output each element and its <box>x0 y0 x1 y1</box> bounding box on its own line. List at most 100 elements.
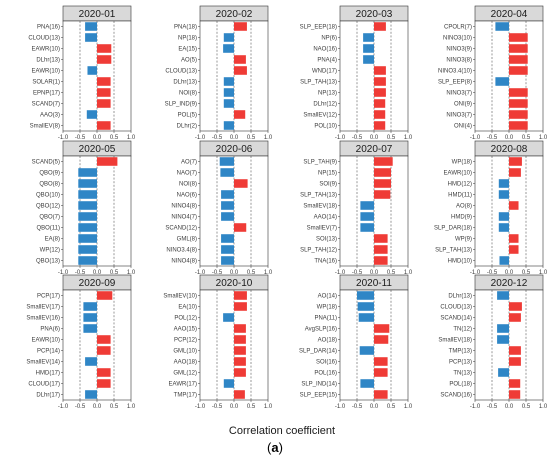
x-tick-label: 0.5 <box>110 270 119 276</box>
category-label: ONI(4) <box>454 124 472 130</box>
x-tick-label: 0.0 <box>230 135 239 141</box>
bar <box>78 234 97 243</box>
category-label: DLhr(12) <box>313 102 337 108</box>
bar <box>87 66 97 75</box>
x-axis-title: Correlation coefficient <box>229 425 335 437</box>
category-label: NINO3(7) <box>446 113 472 119</box>
bar <box>359 346 374 355</box>
bar <box>363 55 374 64</box>
bar <box>97 157 118 166</box>
x-tick-label: 0.5 <box>247 270 256 276</box>
bar <box>509 121 528 130</box>
bar <box>234 291 247 300</box>
bar <box>499 256 509 265</box>
x-tick-label: 1.0 <box>539 404 548 410</box>
category-label: SLP_IND(14) <box>301 382 337 388</box>
bar <box>223 33 234 42</box>
category-label: TNA(16) <box>314 259 337 265</box>
category-label: ONI(9) <box>454 102 472 108</box>
category-label: SmallEV(7) <box>307 226 337 232</box>
bar <box>509 99 528 108</box>
x-tick-label: 0.0 <box>505 135 514 141</box>
category-label: NINO4(8) <box>171 259 197 265</box>
category-label: AAO(18) <box>174 360 197 366</box>
category-label: PCP(17) <box>37 294 60 300</box>
bar <box>221 234 234 243</box>
category-label: GML(8) <box>177 237 197 243</box>
category-label: POL(5) <box>178 113 197 119</box>
bar <box>220 168 234 177</box>
bar <box>223 121 234 130</box>
category-label: SLP_IND(9) <box>165 102 197 108</box>
bar <box>509 33 528 42</box>
x-tick-label: 1.0 <box>127 270 136 276</box>
bar <box>234 390 245 399</box>
bar <box>85 357 97 366</box>
x-tick-label: 0.0 <box>370 270 379 276</box>
x-tick-label: 1.0 <box>264 270 273 276</box>
category-label: NP(13) <box>318 91 337 97</box>
category-label: POL(16) <box>314 371 337 377</box>
bar <box>97 335 111 344</box>
bar <box>219 157 234 166</box>
category-label: NINO4(7) <box>171 215 197 221</box>
bar <box>97 99 111 108</box>
bar <box>97 291 113 300</box>
bar <box>234 223 247 232</box>
bar <box>374 390 388 399</box>
category-label: NOI(8) <box>179 182 197 188</box>
bar <box>374 190 391 199</box>
bar <box>86 110 97 119</box>
x-tick-label: -0.5 <box>352 404 363 410</box>
bar <box>358 313 374 322</box>
x-tick-label: 0.5 <box>387 404 396 410</box>
bar <box>374 245 388 254</box>
bar <box>374 157 393 166</box>
category-label: SCAND(14) <box>440 316 472 322</box>
category-label: DLhr(13) <box>448 294 472 300</box>
x-tick-label: 0.0 <box>505 404 514 410</box>
panel-title: 2020-01 <box>79 9 116 20</box>
category-label: PNA(18) <box>174 25 197 31</box>
x-tick-label: 0.0 <box>370 404 379 410</box>
category-label: NAO(7) <box>177 171 197 177</box>
bar <box>509 88 528 97</box>
category-label: AAO(3) <box>40 113 60 119</box>
category-label: SmallEV(12) <box>303 113 337 119</box>
bar <box>374 110 386 119</box>
category-label: GML(12) <box>173 371 197 377</box>
x-tick-label: 0.0 <box>93 270 102 276</box>
category-label: EAWR(10) <box>444 171 472 177</box>
x-tick-label: -0.5 <box>487 135 498 141</box>
bar <box>221 190 234 199</box>
x-tick-label: 0.5 <box>247 135 256 141</box>
panel-title: 2020-04 <box>491 9 528 20</box>
category-label: SmallEV(10) <box>163 294 197 300</box>
bar <box>357 291 374 300</box>
category-label: PCP(14) <box>37 349 60 355</box>
x-tick-label: -1.0 <box>335 270 346 276</box>
category-label: NINO3(9) <box>446 47 472 53</box>
x-tick-label: -1.0 <box>470 135 481 141</box>
category-label: NP(15) <box>318 171 337 177</box>
category-label: EAWR(10) <box>32 338 60 344</box>
panel-title: 2020-12 <box>491 278 528 289</box>
category-label: CPOLR(7) <box>444 25 472 31</box>
bar <box>360 201 374 210</box>
bar <box>223 77 234 86</box>
category-label: PNA(6) <box>40 327 60 333</box>
bar <box>509 168 521 177</box>
panel-title: 2020-07 <box>356 144 393 155</box>
category-label: NINO3(8) <box>446 58 472 64</box>
bar <box>234 346 246 355</box>
x-tick-label: -0.5 <box>487 404 498 410</box>
category-label: SmallEV(14) <box>26 360 60 366</box>
bar <box>509 110 528 119</box>
bar <box>85 390 97 399</box>
category-label: CLOUD(13) <box>165 69 197 75</box>
bar <box>97 44 112 53</box>
category-label: EAWR(17) <box>169 382 197 388</box>
bar <box>363 33 374 42</box>
bar <box>97 88 111 97</box>
bar <box>234 179 248 188</box>
